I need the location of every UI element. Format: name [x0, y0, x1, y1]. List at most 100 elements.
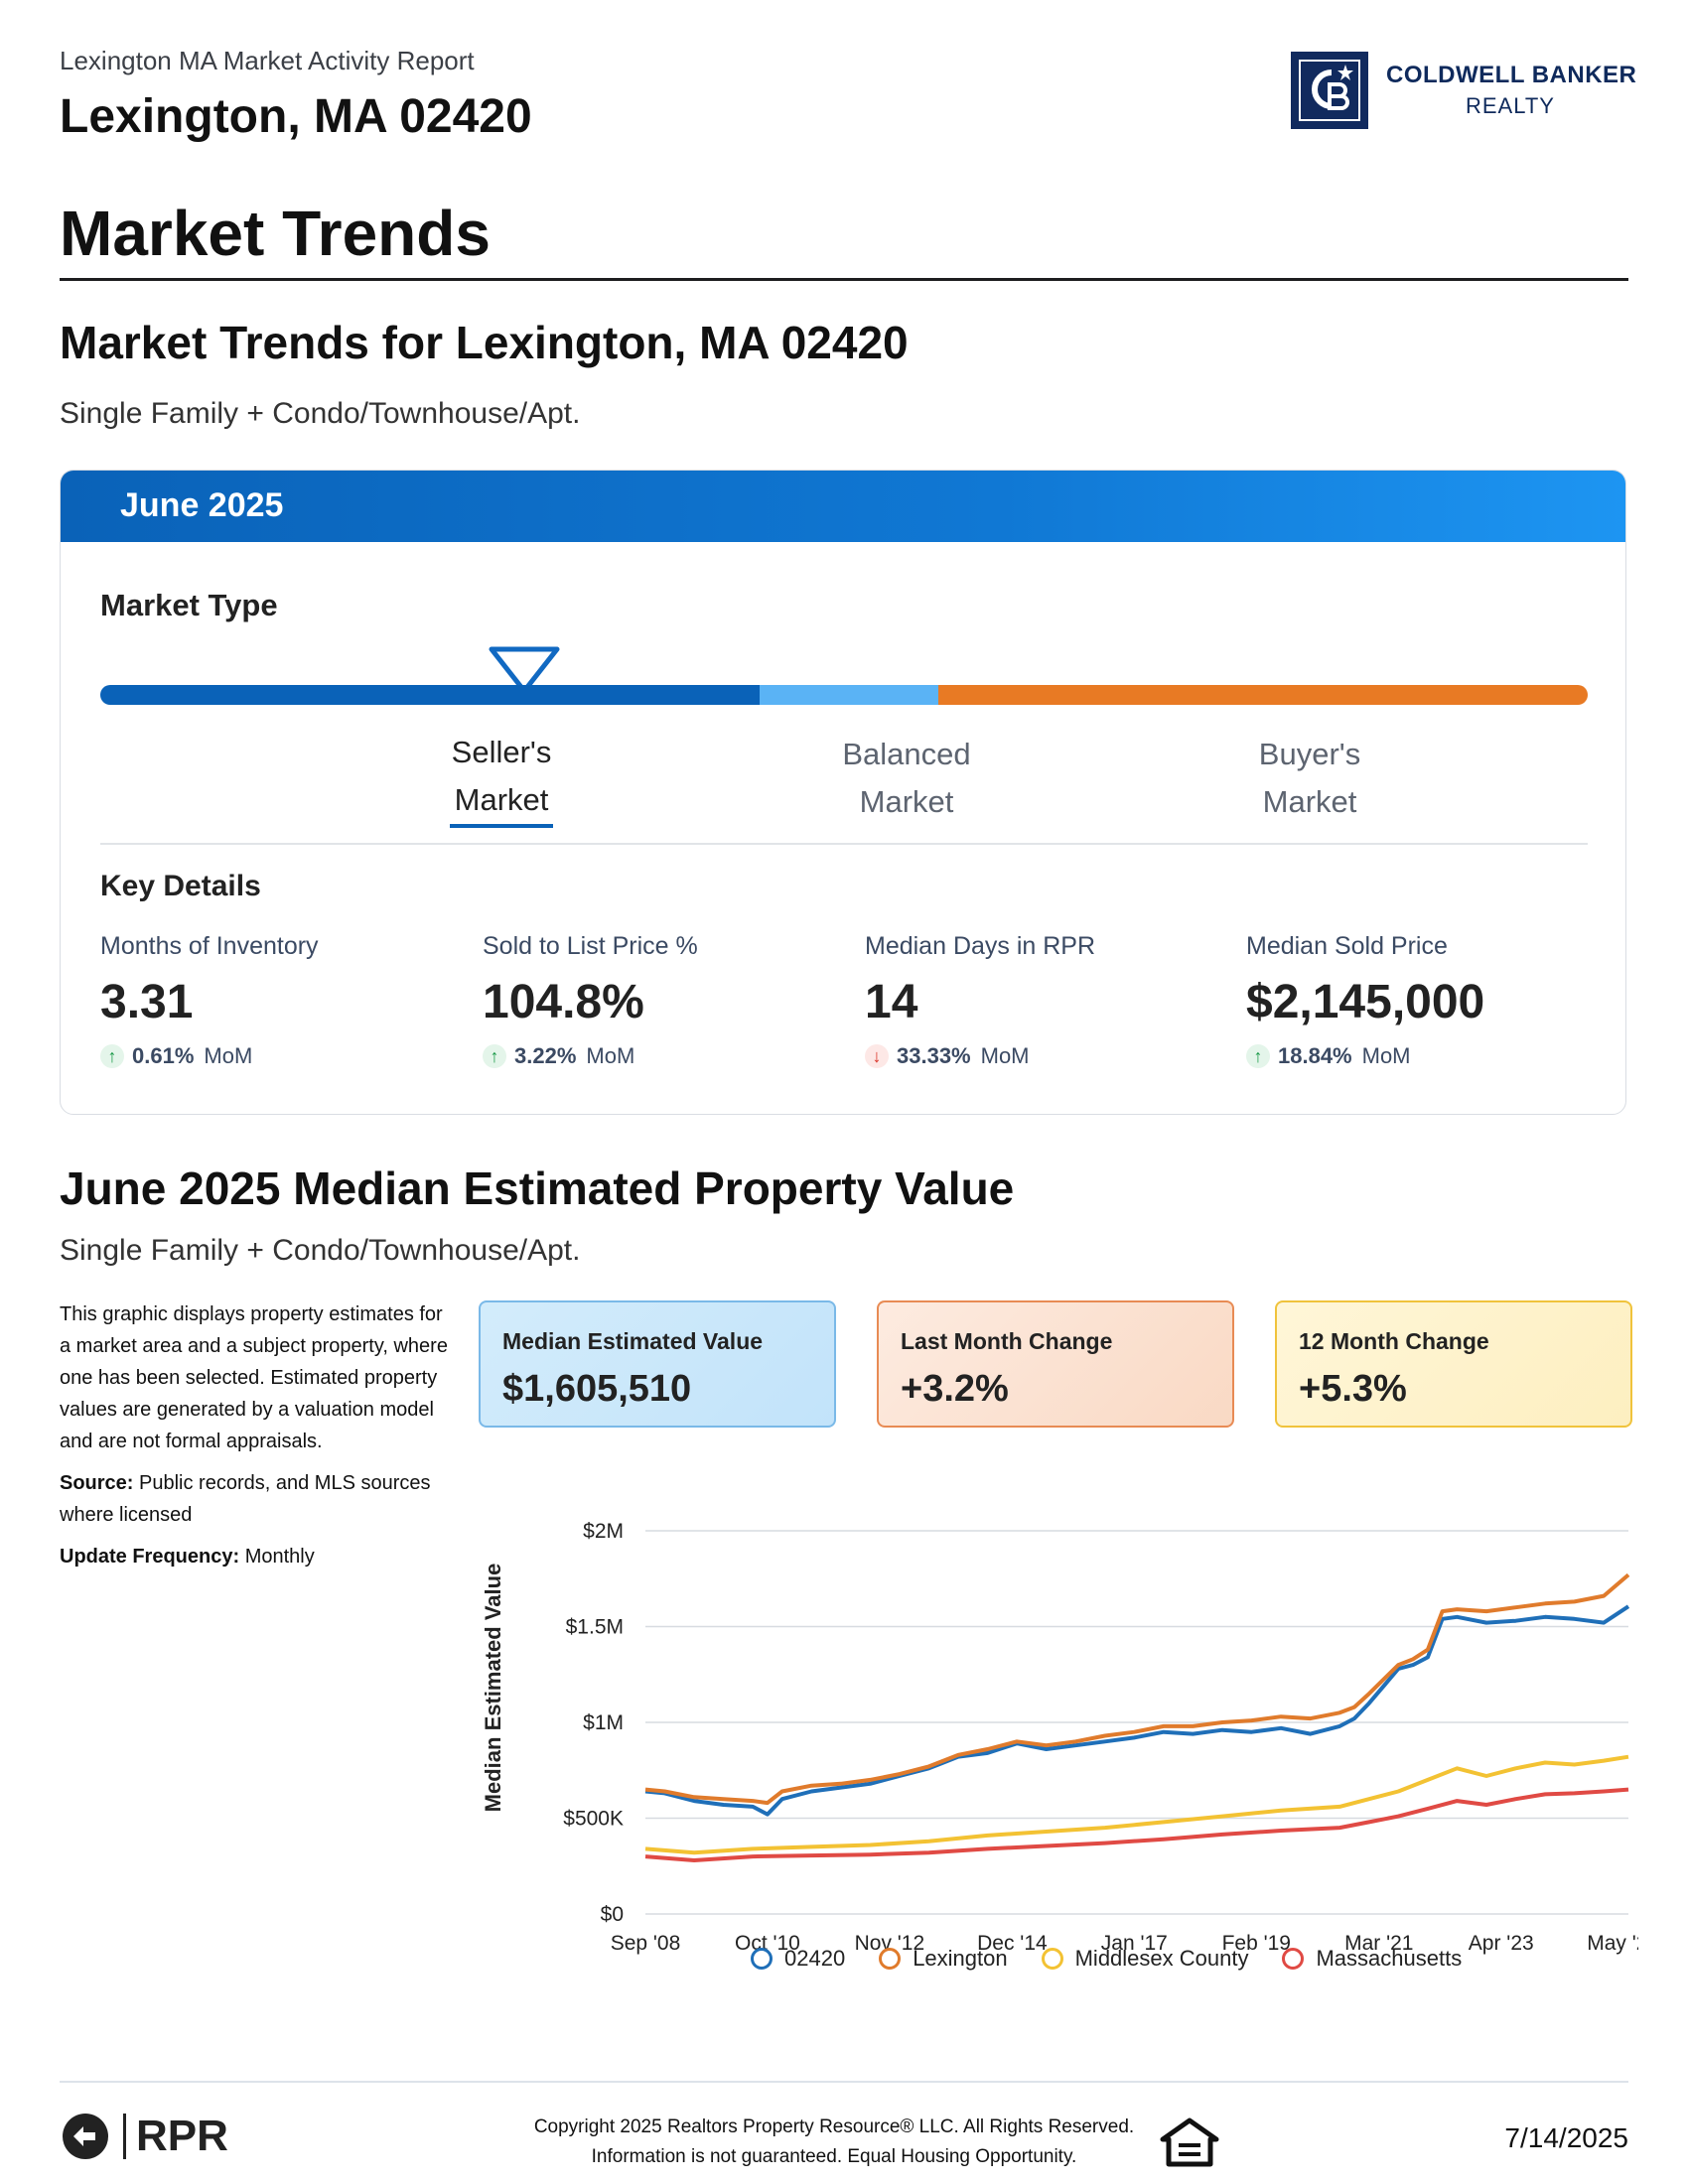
market-type-buyer: Buyer's Market [1200, 731, 1419, 826]
legend-label: 02420 [784, 1946, 846, 1971]
balanced-line2: Market [859, 784, 954, 819]
report-title: Lexington MA Market Activity Report [60, 46, 475, 75]
change-period: MoM [586, 1043, 635, 1068]
source-note: Source: Public records, and MLS sources … [60, 1467, 457, 1531]
change-period: MoM [1361, 1043, 1411, 1068]
legend-label: Lexington [913, 1946, 1008, 1971]
legend-item[interactable]: Lexington [879, 1946, 1008, 1972]
key-details-title: Key Details [100, 870, 261, 902]
rpr-logo: RPR [60, 2111, 228, 2162]
y-tick-label: $1.5M [566, 1616, 624, 1639]
active-market-underline [450, 824, 553, 828]
legend-item[interactable]: 02420 [751, 1946, 845, 1972]
x-tick-label: Sep '08 [611, 1932, 681, 1955]
y-tick-label: $1M [583, 1711, 624, 1734]
cb-logo-icon [1291, 52, 1368, 129]
arrow-up-icon: ↑ [1246, 1044, 1270, 1068]
change-period: MoM [980, 1043, 1030, 1068]
legend-marker-icon [1041, 1948, 1063, 1970]
legend-item[interactable]: Middlesex County [1041, 1946, 1248, 1972]
key-detail-value: $2,145,000 [1246, 976, 1485, 1028]
key-detail-sold-to-list: Sold to List Price % 104.8% ↑ 3.22% MoM [483, 932, 840, 1069]
key-detail-label: Months of Inventory [100, 932, 319, 960]
key-detail-value: 3.31 [100, 976, 194, 1028]
series-line-lexington [644, 1572, 1630, 1806]
balanced-line1: Balanced [842, 737, 971, 771]
x-tick-label: Feb '19 [1222, 1932, 1291, 1955]
card-label: Last Month Change [901, 1328, 1113, 1354]
footer-divider [60, 2081, 1628, 2083]
key-detail-change: ↑ 18.84% MoM [1246, 1043, 1604, 1069]
key-detail-label: Sold to List Price % [483, 932, 698, 960]
x-tick-label: Jan '17 [1101, 1932, 1168, 1955]
y-tick-label: $0 [601, 1903, 624, 1926]
section-divider [60, 278, 1628, 281]
market-type-balanced: Balanced Market [797, 731, 1016, 826]
key-detail-label: Median Days in RPR [865, 932, 1096, 960]
frequency-label: Update Frequency: [60, 1546, 240, 1568]
legend-marker-icon [879, 1948, 902, 1970]
y-tick-label: $500K [563, 1808, 624, 1831]
card-value: $1,605,510 [502, 1368, 692, 1410]
key-detail-median-days: Median Days in RPR 14 ↓ 33.33% MoM [865, 932, 1222, 1069]
median-estimated-value-card: Median Estimated Value $1,605,510 [479, 1300, 836, 1428]
key-detail-change: ↓ 33.33% MoM [865, 1043, 1222, 1069]
key-detail-median-sold-price: Median Sold Price $2,145,000 ↑ 18.84% Mo… [1246, 932, 1604, 1069]
legend-marker-icon [1282, 1948, 1305, 1970]
arrow-down-icon: ↓ [865, 1044, 889, 1068]
x-tick-label: Apr '23 [1469, 1932, 1534, 1955]
copyright-line1: Copyright 2025 Realtors Property Resourc… [533, 2116, 1135, 2137]
y-tick-label: $2M [583, 1520, 624, 1543]
market-type-seller: Seller's Market [392, 729, 611, 828]
location-heading: Lexington, MA 02420 [60, 90, 532, 143]
gauge-buyer-segment [938, 685, 1588, 705]
estimated-value-title: June 2025 Median Estimated Property Valu… [60, 1162, 1015, 1214]
card-label: Median Estimated Value [502, 1328, 764, 1354]
source-label: Source: [60, 1472, 134, 1494]
key-detail-value: 14 [865, 976, 918, 1028]
market-type-gauge [100, 685, 1588, 705]
gauge-balanced-segment [760, 685, 938, 705]
series-line-massachusetts [644, 1787, 1629, 1862]
key-detail-change: ↑ 3.22% MoM [483, 1043, 840, 1069]
panel-divider [100, 843, 1588, 845]
buyer-line1: Buyer's [1258, 737, 1361, 771]
panel-header: June 2025 [61, 471, 1625, 542]
estimated-value-description: This graphic displays property estimates… [60, 1298, 457, 1582]
card-value: +5.3% [1299, 1368, 1407, 1410]
change-percent: 18.84% [1278, 1043, 1352, 1068]
seller-line2: Market [454, 782, 549, 817]
market-trends-panel: June 2025 Market Type Seller's Market Ba… [60, 470, 1626, 1115]
key-detail-change: ↑ 0.61% MoM [100, 1043, 458, 1069]
report-date: 7/14/2025 [1504, 2122, 1628, 2153]
change-percent: 3.22% [514, 1043, 577, 1068]
x-tick-label: May '25 [1587, 1932, 1638, 1955]
seller-line1: Seller's [451, 735, 552, 769]
source-text: Public records, and MLS sources where li… [60, 1472, 431, 1526]
key-detail-label: Median Sold Price [1246, 932, 1448, 960]
twelve-month-change-card: 12 Month Change +5.3% [1275, 1300, 1632, 1428]
key-detail-value: 104.8% [483, 976, 644, 1028]
equal-housing-icon [1160, 2117, 1219, 2167]
frequency-text: Monthly [239, 1546, 315, 1568]
legend-item[interactable]: Massachusetts [1282, 1946, 1462, 1972]
market-trends-subtitle: Single Family + Condo/Townhouse/Apt. [60, 397, 581, 430]
description-text: This graphic displays property estimates… [60, 1303, 448, 1452]
card-label: 12 Month Change [1299, 1328, 1489, 1354]
change-percent: 0.61% [132, 1043, 195, 1068]
coldwell-banker-logo: COLDWELL BANKER REALTY [1291, 52, 1636, 131]
gauge-pointer-icon [489, 646, 560, 694]
x-tick-label: Oct '10 [735, 1932, 800, 1955]
logo-text-line1: COLDWELL BANKER [1386, 62, 1637, 88]
card-value: +3.2% [901, 1368, 1009, 1410]
y-axis-label: Median Estimated Value [481, 1564, 505, 1813]
rpr-logo-icon [63, 2114, 108, 2159]
gauge-seller-segment [100, 685, 760, 705]
copyright-line2: Information is not guaranteed. Equal Hou… [591, 2146, 1077, 2167]
x-tick-label: Mar '21 [1344, 1932, 1413, 1955]
buyer-line2: Market [1262, 784, 1357, 819]
key-detail-months-inventory: Months of Inventory 3.31 ↑ 0.61% MoM [100, 932, 458, 1069]
series-line-middlesex-county [644, 1754, 1629, 1855]
logo-text-line2: REALTY [1466, 93, 1555, 118]
change-period: MoM [204, 1043, 253, 1068]
